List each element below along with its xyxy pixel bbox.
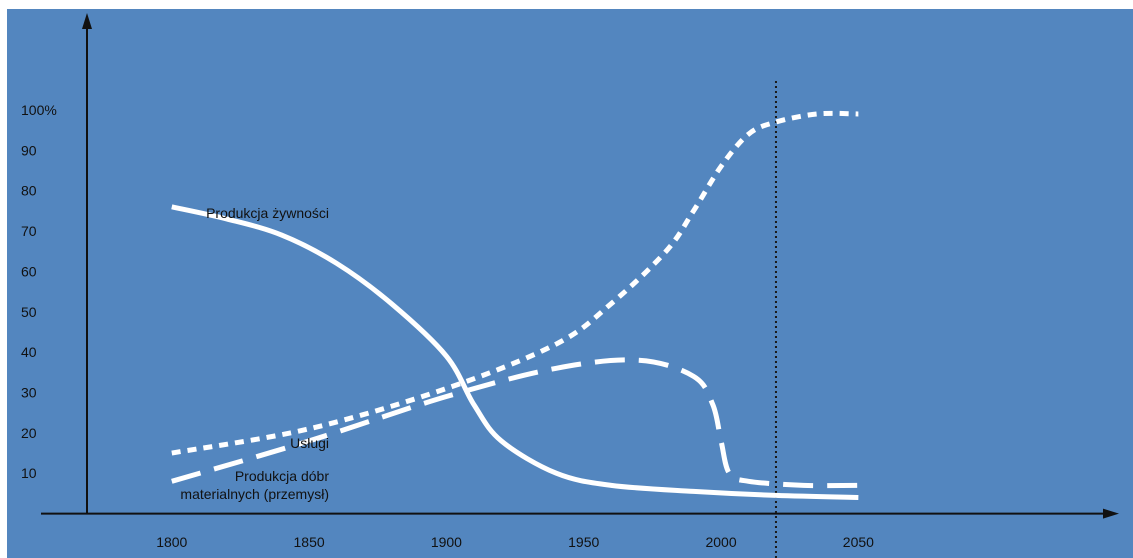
x-tick-label: 1900 bbox=[431, 534, 462, 550]
x-tick-label: 1950 bbox=[568, 534, 599, 550]
y-tick-label: 20 bbox=[21, 425, 37, 441]
series-line-services bbox=[171, 110, 859, 456]
y-tick-label: 70 bbox=[21, 223, 37, 239]
x-tick-label: 2000 bbox=[705, 534, 736, 550]
x-tick-label: 1800 bbox=[156, 534, 187, 550]
x-tick-label: 1850 bbox=[294, 534, 325, 550]
axes bbox=[41, 13, 1119, 558]
y-tick-label: 100% bbox=[21, 102, 57, 118]
series-labels: Produkcja żywności Usługi Produkcja dóbr… bbox=[180, 205, 329, 502]
series-label-industry: Produkcja dóbr materialnych (przemysł) bbox=[180, 468, 329, 502]
y-tick-label: 80 bbox=[21, 183, 37, 199]
y-tick-label: 60 bbox=[21, 263, 37, 279]
x-axis-arrow bbox=[1103, 508, 1119, 519]
chart-panel: 1800 1850 1900 1950 2000 2050 10 20 30 40 50 60 70 80… bbox=[7, 9, 1133, 558]
series-line-food bbox=[171, 204, 859, 500]
y-axis-arrow bbox=[82, 13, 92, 29]
y-tick-label: 10 bbox=[21, 465, 37, 481]
series-lines bbox=[171, 110, 859, 500]
y-tick-label: 30 bbox=[21, 384, 37, 400]
x-tick-label: 2050 bbox=[843, 534, 874, 550]
chart: 1800 1850 1900 1950 2000 2050 10 20 30 40 50 60 70 80… bbox=[21, 13, 1119, 558]
series-line-industry bbox=[171, 357, 859, 489]
series-label-services: Usługi bbox=[290, 435, 329, 451]
series-label-food: Produkcja żywności bbox=[206, 205, 329, 221]
y-tick-label: 50 bbox=[21, 304, 37, 320]
y-tick-label: 40 bbox=[21, 344, 37, 360]
y-tick-label: 90 bbox=[21, 142, 37, 158]
tick-labels: 1800 1850 1900 1950 2000 2050 10 20 30 40 50 60 70 80… bbox=[21, 102, 874, 550]
